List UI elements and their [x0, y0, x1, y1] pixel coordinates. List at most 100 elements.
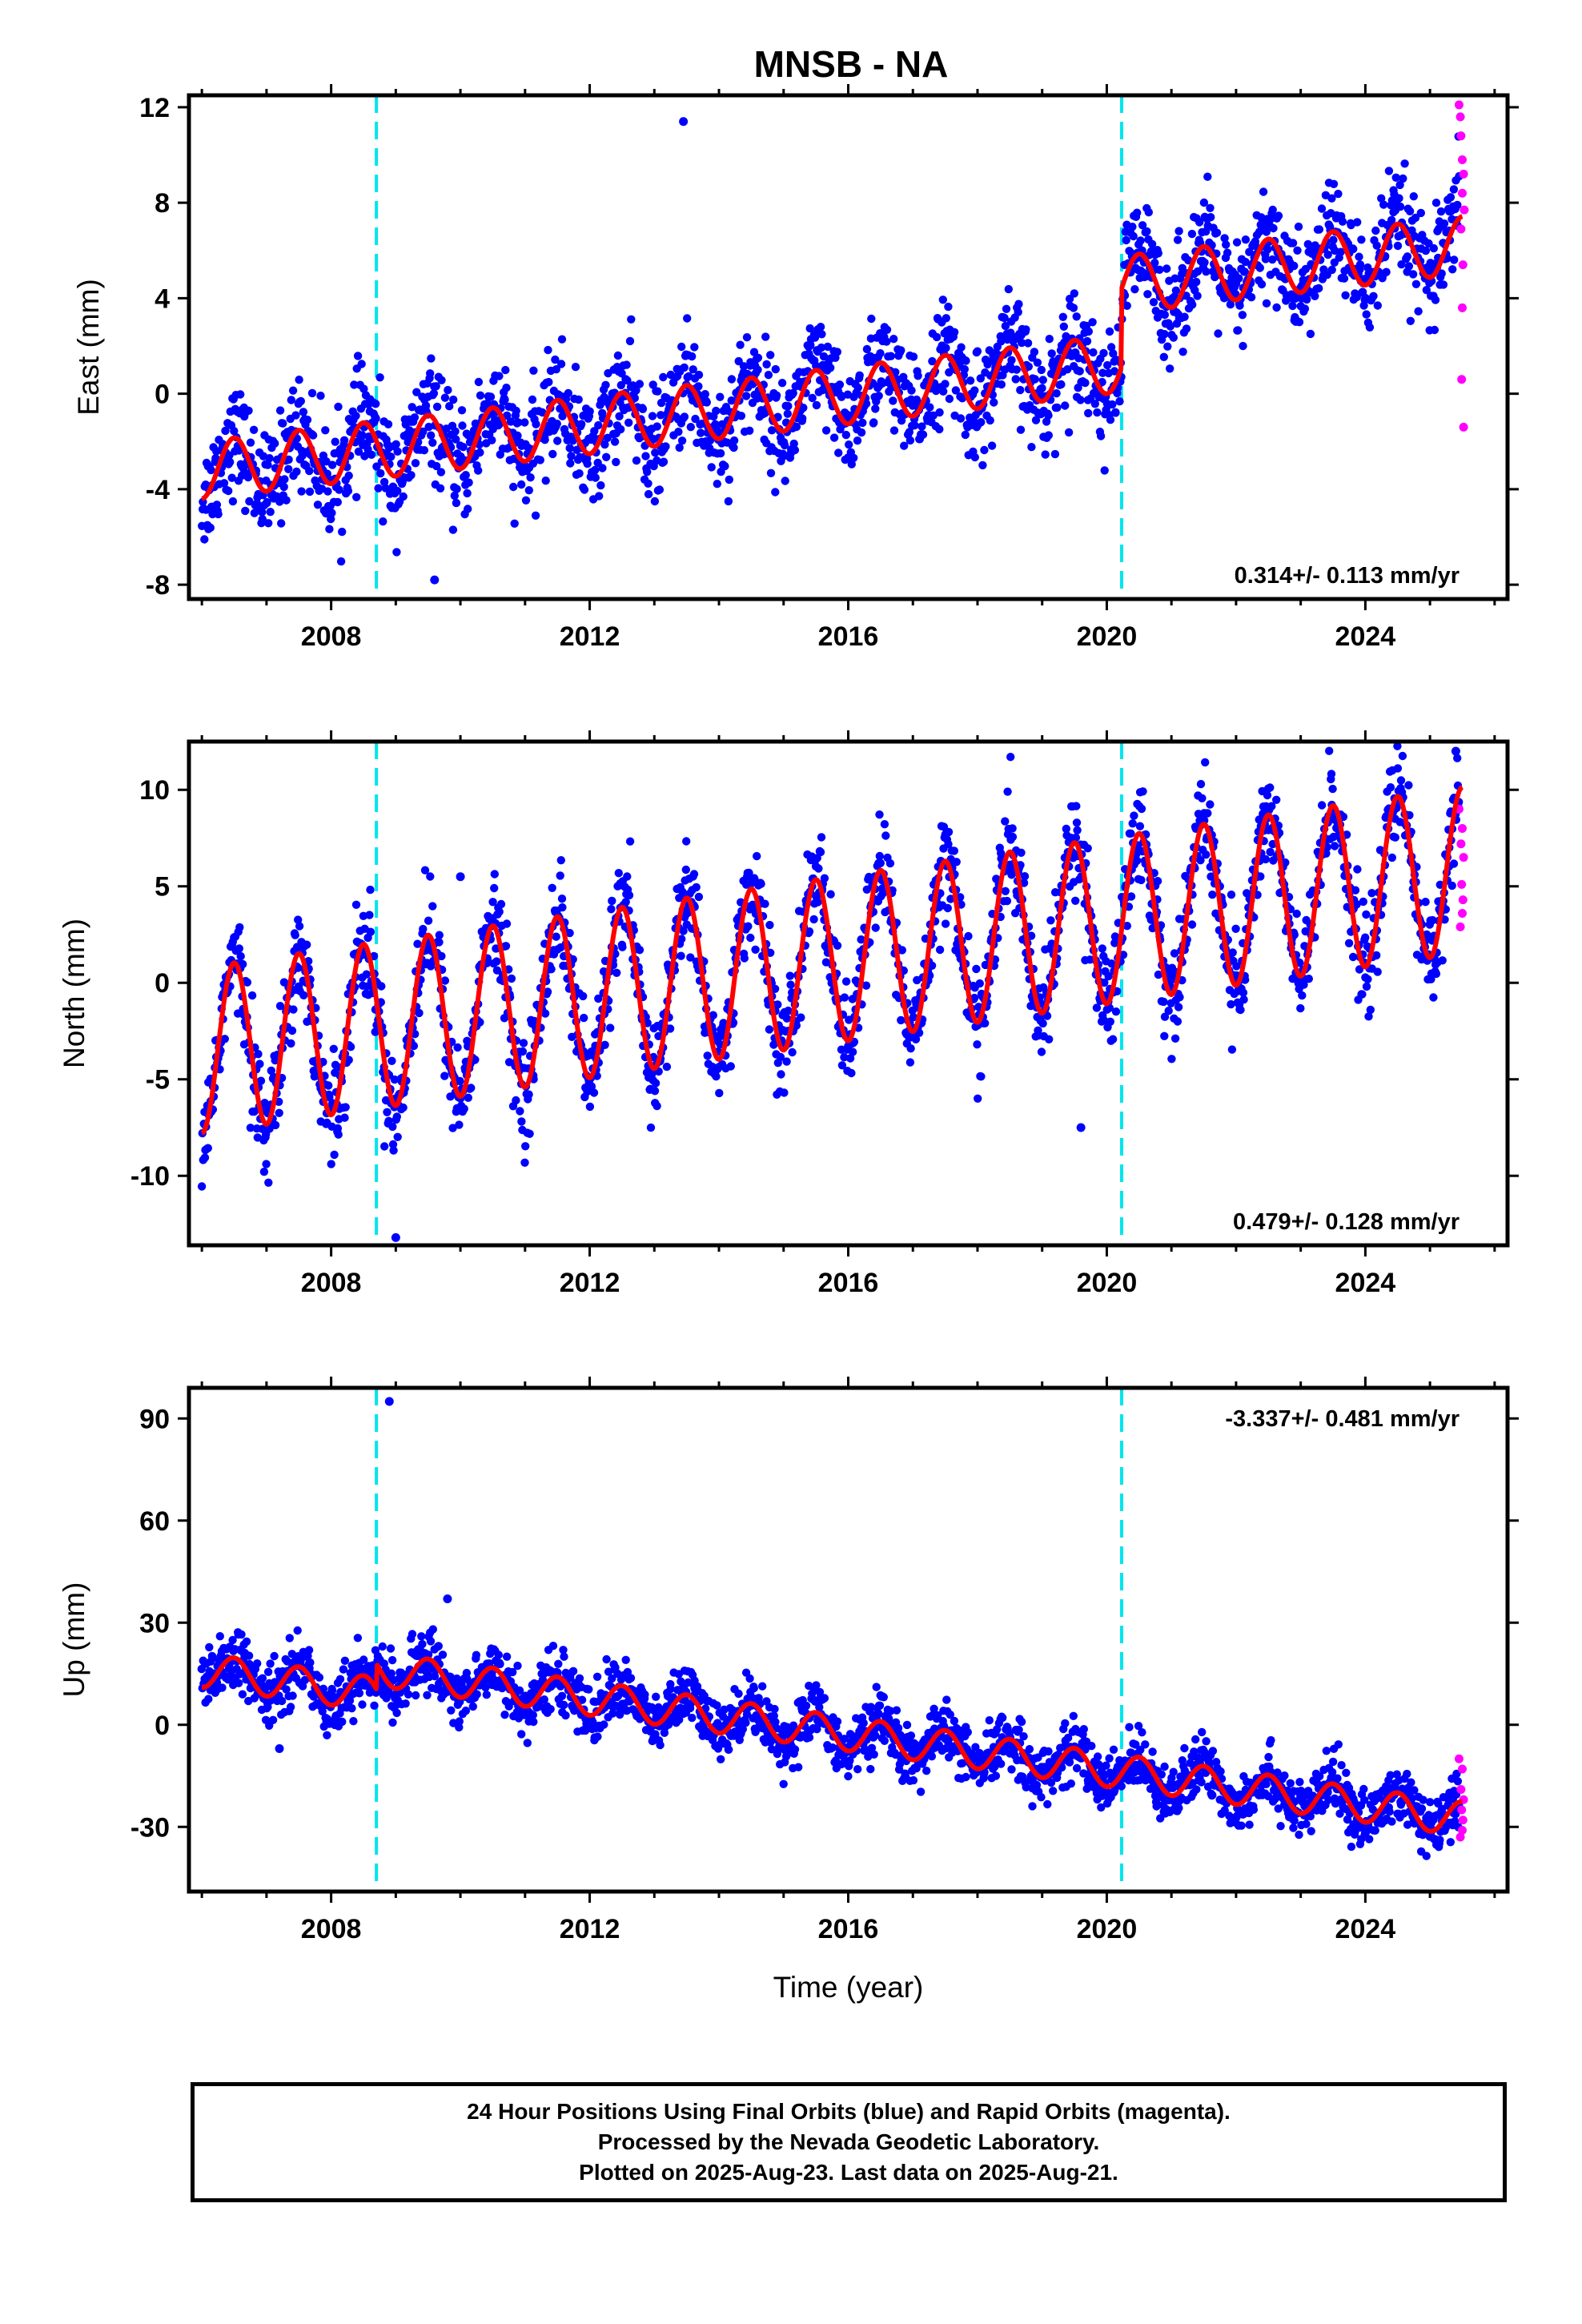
final-orbit-point — [335, 485, 343, 494]
final-orbit-point — [334, 402, 343, 412]
final-orbit-point — [287, 1026, 297, 1035]
final-orbit-point — [1108, 400, 1117, 409]
final-orbit-point — [288, 386, 298, 395]
final-orbit-point — [798, 414, 807, 423]
final-orbit-point — [490, 883, 499, 893]
final-orbit-point — [308, 431, 318, 440]
final-orbit-point — [1268, 255, 1277, 264]
final-orbit-point — [681, 865, 690, 875]
final-orbit-point — [973, 347, 982, 356]
final-orbit-point — [627, 315, 636, 324]
final-orbit-point — [1182, 324, 1191, 333]
final-orbit-point — [1234, 326, 1243, 335]
final-orbit-point — [220, 1035, 229, 1043]
final-orbit-point — [1088, 318, 1097, 327]
final-orbit-point — [426, 369, 435, 378]
final-orbit-point — [387, 1669, 396, 1678]
final-orbit-point — [678, 887, 687, 896]
final-orbit-point — [203, 1144, 212, 1152]
final-orbit-point — [494, 1651, 503, 1659]
final-orbit-point — [1198, 794, 1207, 802]
final-orbit-point — [1262, 299, 1271, 308]
y-axis-label: North (mm) — [58, 919, 90, 1068]
final-orbit-point — [445, 402, 454, 411]
final-orbit-point — [350, 380, 359, 389]
final-orbit-point — [739, 362, 749, 371]
final-orbit-point — [618, 943, 627, 951]
final-orbit-point — [623, 872, 632, 881]
final-orbit-point — [237, 1630, 246, 1639]
final-orbit-point — [408, 1630, 417, 1638]
final-orbit-point — [1373, 967, 1382, 976]
final-orbit-point — [1429, 993, 1438, 1002]
final-orbit-point — [1115, 397, 1124, 406]
final-orbit-point — [1315, 225, 1324, 234]
final-orbit-point — [1069, 304, 1078, 312]
y-tick-label: 10 — [139, 775, 170, 806]
final-orbit-point — [600, 440, 609, 449]
final-orbit-point — [1200, 258, 1209, 267]
final-orbit-point — [236, 951, 245, 961]
final-orbit-point — [889, 335, 898, 344]
final-orbit-point — [1193, 292, 1202, 300]
final-orbit-point — [1403, 252, 1412, 261]
final-orbit-point — [346, 1043, 355, 1051]
final-orbit-point — [1038, 384, 1046, 392]
final-orbit-point — [544, 345, 552, 355]
final-orbit-point — [944, 827, 954, 837]
final-orbit-point — [591, 465, 600, 475]
final-orbit-point — [227, 473, 236, 482]
final-orbit-point — [420, 866, 430, 875]
final-orbit-point — [650, 497, 660, 506]
final-orbit-point — [1274, 211, 1283, 220]
final-orbit-point — [327, 1686, 337, 1695]
final-orbit-point — [977, 1072, 986, 1081]
final-orbit-point — [392, 548, 401, 557]
final-orbit-point — [697, 428, 705, 437]
rate-label: 0.314+/- 0.113 mm/yr — [1235, 563, 1460, 589]
final-orbit-point — [1020, 872, 1030, 881]
final-orbit-point — [552, 420, 561, 428]
final-orbit-series — [197, 742, 1464, 1191]
final-orbit-point — [1000, 313, 1009, 323]
final-orbit-point — [694, 892, 704, 902]
final-orbit-point — [482, 1691, 491, 1699]
final-orbit-point — [1170, 1034, 1180, 1043]
final-orbit-point — [975, 979, 985, 988]
final-orbit-point — [871, 404, 880, 413]
final-orbit-point — [280, 475, 289, 484]
x-tick-label: 2012 — [560, 621, 620, 652]
final-orbit-point — [712, 1072, 721, 1081]
final-orbit-point — [279, 482, 288, 492]
final-orbit-point — [517, 1730, 526, 1739]
final-orbit-point — [651, 1079, 661, 1088]
final-orbit-point — [1241, 975, 1250, 984]
final-orbit-point — [388, 1718, 397, 1727]
final-orbit-point — [1231, 924, 1240, 934]
x-tick-label: 2020 — [1077, 621, 1138, 652]
final-orbit-point — [1303, 239, 1313, 249]
final-orbit-point — [383, 420, 393, 428]
final-orbit-point — [1292, 909, 1301, 919]
final-orbit-point — [458, 421, 467, 430]
final-orbit-point — [757, 879, 765, 888]
final-orbit-point — [1393, 764, 1403, 773]
final-orbit-point — [341, 1103, 350, 1112]
final-orbit-point — [709, 1011, 717, 1019]
final-orbit-point — [1351, 886, 1360, 895]
final-orbit-point — [221, 426, 230, 436]
final-orbit-point — [882, 337, 891, 346]
final-orbit-point — [387, 452, 396, 461]
final-orbit-point — [689, 365, 697, 374]
final-orbit-point — [319, 1684, 328, 1693]
final-orbit-point — [623, 376, 632, 385]
final-orbit-series — [197, 1625, 1464, 1860]
final-orbit-point — [810, 333, 820, 342]
final-orbit-point — [1062, 824, 1071, 834]
rapid-orbit-point — [1459, 853, 1468, 862]
final-orbit-point — [651, 448, 660, 457]
final-orbit-point — [680, 412, 689, 421]
final-orbit-point — [1288, 239, 1298, 247]
final-orbit-point — [1358, 990, 1367, 999]
final-orbit-point — [712, 406, 721, 416]
